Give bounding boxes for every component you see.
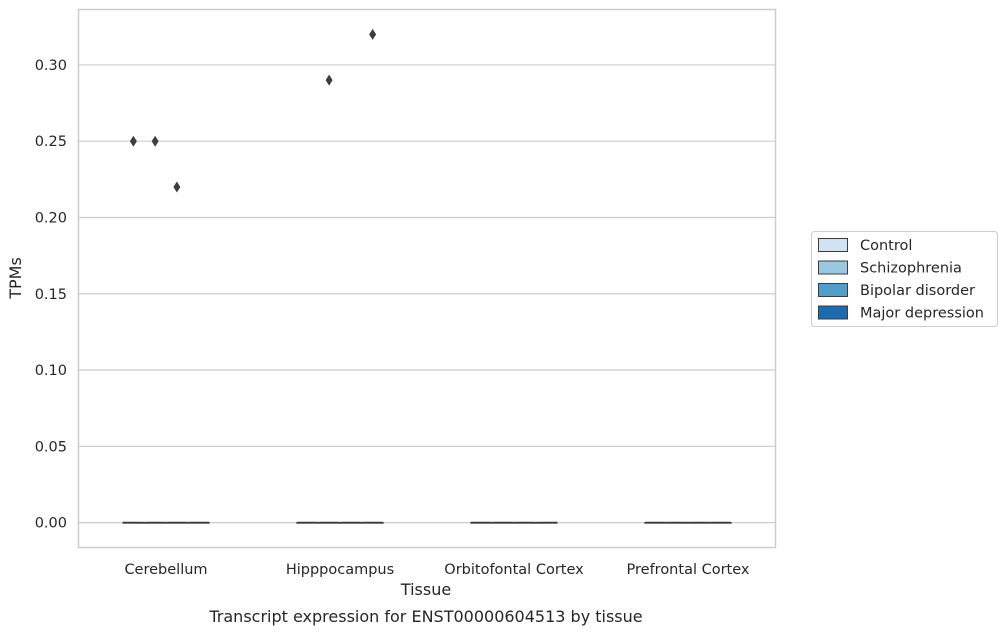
legend-label: Major depression xyxy=(860,306,984,322)
legend-frame xyxy=(811,231,998,327)
legend: Control Schizophrenia Bipolar disorder Majo… xyxy=(811,231,998,327)
y-tick-label: 0.05 xyxy=(35,439,67,455)
outlier-point xyxy=(173,181,181,193)
y-tick-label: 0.30 xyxy=(35,58,67,74)
legend-label: Bipolar disorder xyxy=(860,283,975,299)
outlier-point xyxy=(151,135,159,147)
x-axis-label: Tissue xyxy=(400,580,451,599)
y-tick-label: 0.20 xyxy=(35,210,67,226)
x-tick-label: Hipppocampus xyxy=(286,562,394,578)
plot-frame xyxy=(77,8,777,549)
outliers xyxy=(129,28,377,193)
grid-lines xyxy=(79,64,775,524)
x-tick-label: Cerebellum xyxy=(124,562,207,578)
x-tick-label: Orbitofontal Cortex xyxy=(444,562,584,578)
legend-swatch xyxy=(818,260,848,275)
x-axis-ticks: Cerebellum Hipppocampus Orbitofontal Corte… xyxy=(124,562,749,578)
y-tick-label: 0.25 xyxy=(35,134,67,150)
y-tick-label: 0.00 xyxy=(35,516,67,532)
y-tick-label: 0.10 xyxy=(35,363,67,379)
y-tick-label: 0.15 xyxy=(35,287,67,303)
outlier-point xyxy=(325,74,333,86)
legend-swatch xyxy=(818,238,848,252)
legend-label: Control xyxy=(860,238,912,254)
chart-caption: Transcript expression for ENST0000060451… xyxy=(208,607,642,626)
outlier-point xyxy=(369,28,377,40)
x-tick-label: Prefrontal Cortex xyxy=(627,562,750,578)
legend-swatch xyxy=(818,283,848,297)
legend-label: Schizophrenia xyxy=(860,261,962,277)
boxes xyxy=(122,521,732,524)
y-axis-ticks: 0.00 0.05 0.10 0.15 0.20 0.25 0.30 xyxy=(35,58,67,532)
outlier-point xyxy=(129,135,137,147)
legend-swatch xyxy=(818,305,848,320)
y-axis-label: TPMs xyxy=(6,257,25,300)
